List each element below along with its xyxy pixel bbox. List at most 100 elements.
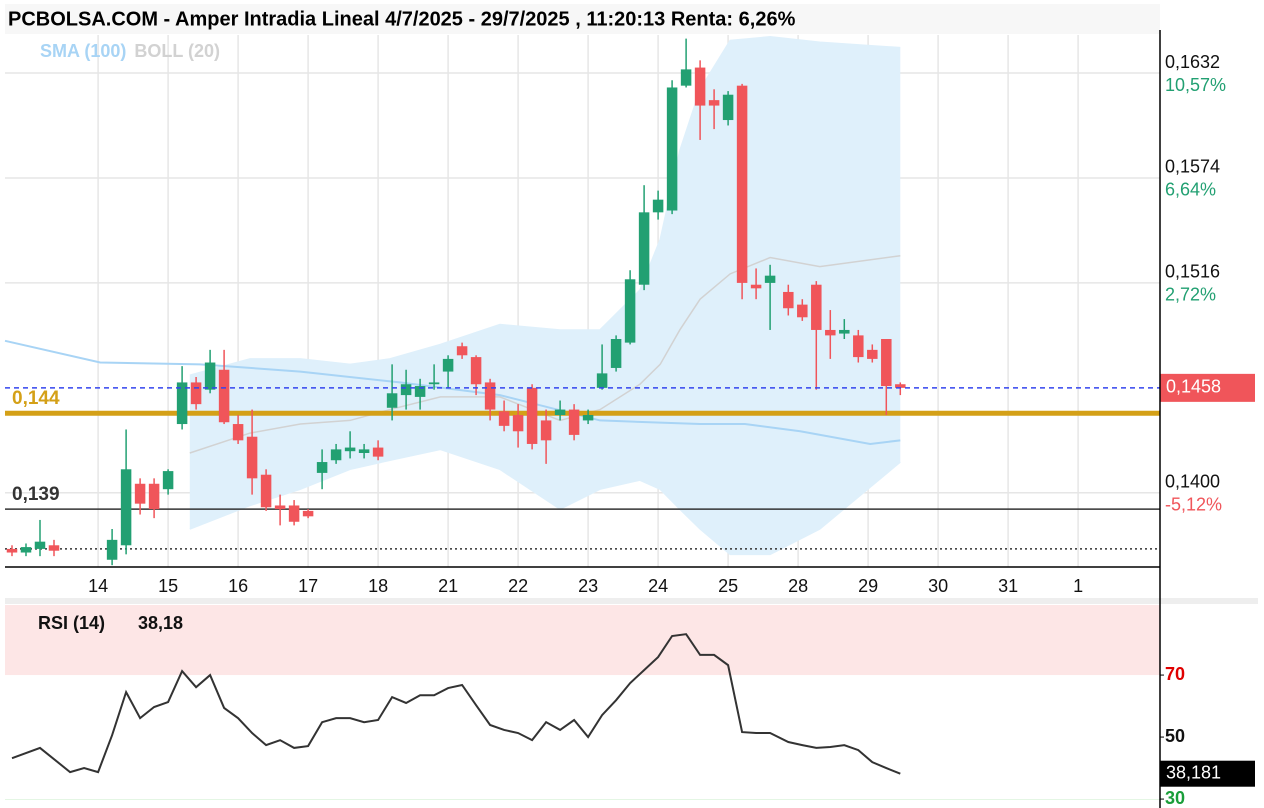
- y-tick-label: 0,1574: [1165, 157, 1220, 177]
- candle-body: [839, 329, 850, 334]
- candle-body: [596, 373, 608, 388]
- x-tick-label: 24: [648, 576, 668, 596]
- candle-body: [204, 362, 216, 390]
- zone: [5, 799, 1160, 800]
- last-price-tag: [1160, 373, 1255, 402]
- candle-body: [120, 469, 132, 546]
- x-tick-label: 25: [718, 576, 738, 596]
- candle-body: [148, 483, 160, 510]
- candle-body: [302, 510, 314, 517]
- candle-body: [736, 85, 748, 283]
- y-tick-label: 50: [1165, 726, 1185, 746]
- header-band: [5, 4, 1160, 34]
- candle-body: [34, 541, 46, 549]
- zone: [5, 605, 1160, 676]
- y-tick-change: 6,64%: [1165, 180, 1216, 200]
- candle-body: [190, 382, 202, 405]
- candle-body: [783, 291, 794, 309]
- y-tick-label: 0,1632: [1165, 52, 1220, 72]
- candle-body: [316, 462, 328, 473]
- candle-body: [825, 329, 836, 336]
- candle-body: [811, 284, 822, 330]
- y-tick-label: 30: [1165, 788, 1185, 808]
- x-tick-label: 14: [88, 576, 108, 596]
- level-label: 0,144: [12, 388, 60, 409]
- candle-body: [484, 382, 496, 410]
- candle-body: [20, 547, 32, 553]
- candle-body: [638, 212, 650, 285]
- candle-body: [470, 357, 482, 385]
- candle-body: [540, 420, 552, 441]
- last-value-label: 38,181: [1166, 762, 1221, 782]
- candle-body: [6, 548, 18, 553]
- candle-body: [708, 100, 720, 106]
- x-axis-band: [5, 567, 1258, 597]
- last-value-tag: [1160, 760, 1255, 787]
- x-tick-label: 1: [1073, 576, 1083, 596]
- candle-body: [895, 384, 906, 388]
- candle-body: [260, 474, 272, 508]
- candle-body: [764, 275, 776, 283]
- panel-separator: [5, 598, 1258, 604]
- x-tick-label: 18: [368, 576, 388, 596]
- y-tick-label: 70: [1165, 664, 1185, 684]
- rsi-line: [11, 633, 901, 775]
- plot-layer: 14 15 16 17 18 21 22 23 24 25 28 29 30 31 1 0,1632 10,57…: [4, 35, 1255, 808]
- candle-body: [881, 339, 892, 387]
- candle-body: [624, 279, 636, 343]
- level-label: 0,139: [12, 484, 60, 505]
- candle-body: [867, 349, 878, 359]
- candle-body: [526, 387, 538, 444]
- candle-body: [797, 304, 808, 318]
- x-tick-label: 31: [998, 576, 1018, 596]
- x-tick-label: 21: [438, 576, 458, 596]
- candle-body: [853, 335, 864, 358]
- x-tick-label: 28: [788, 576, 808, 596]
- bollinger-upper: [189, 36, 901, 376]
- candle-body: [386, 393, 398, 408]
- candle-body: [274, 505, 286, 510]
- chart-title: PCBOLSA.COM - Amper Intradia Lineal 4/7/…: [8, 8, 796, 30]
- candle-body: [232, 424, 244, 441]
- candle-body: [330, 449, 342, 461]
- candle-body: [582, 415, 594, 421]
- candle-body: [442, 358, 454, 372]
- y-tick-change: -5,12%: [1165, 495, 1222, 515]
- x-tick-label: 30: [928, 576, 948, 596]
- candle-body: [288, 505, 300, 522]
- candle-body: [568, 409, 580, 435]
- candle-body: [134, 483, 146, 504]
- x-tick-label: 17: [298, 576, 318, 596]
- candle-body: [694, 67, 706, 106]
- y-tick-change: 10,57%: [1165, 75, 1226, 95]
- candle-body: [400, 384, 412, 396]
- panel-value: 38,18: [138, 613, 183, 633]
- legend-entry: BOLL (20): [134, 41, 220, 61]
- sma-line: [4, 339, 901, 445]
- candle-body: [554, 409, 566, 415]
- candle-body: [176, 382, 188, 425]
- candle-body: [722, 94, 734, 121]
- candle-body: [750, 284, 762, 289]
- candle-body: [106, 539, 118, 560]
- candle-body: [414, 386, 426, 397]
- x-tick-label: 29: [858, 576, 878, 596]
- candle-body: [344, 447, 356, 452]
- legend-entry: SMA (100): [40, 41, 126, 61]
- x-tick-label: 16: [228, 576, 248, 596]
- candle-body: [162, 471, 174, 490]
- candle-body: [246, 436, 258, 479]
- y-tick-change: 2,72%: [1165, 285, 1216, 305]
- last-price-label: 0,1458: [1166, 377, 1221, 397]
- candle-body: [652, 199, 664, 213]
- candle-body: [428, 382, 440, 385]
- candle-body: [372, 447, 384, 457]
- candle-body: [498, 411, 510, 426]
- candle-body: [610, 339, 622, 368]
- x-tick-label: 15: [158, 576, 178, 596]
- candle-body: [48, 545, 60, 551]
- y-tick-label: 0,1516: [1165, 262, 1220, 282]
- candle-body: [666, 87, 678, 211]
- x-tick-label: 23: [578, 576, 598, 596]
